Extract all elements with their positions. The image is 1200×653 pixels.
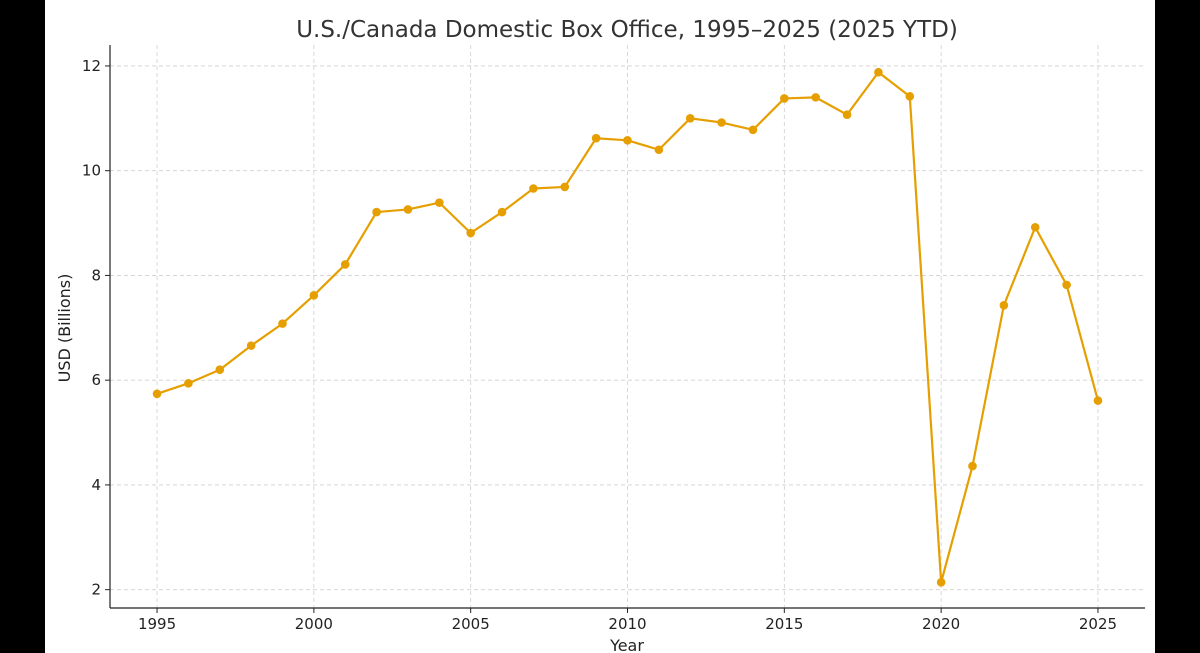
data-point	[1030, 222, 1040, 232]
data-point	[591, 133, 601, 143]
data-point	[968, 461, 977, 471]
x-tick-label: 2015	[765, 615, 803, 633]
data-point	[184, 379, 193, 388]
x-tick-label: 1995	[138, 615, 176, 633]
grid	[110, 45, 1145, 608]
data-point	[936, 578, 946, 587]
data-point	[309, 291, 319, 300]
data-point	[152, 389, 162, 399]
figure-background	[45, 0, 1155, 653]
data-point	[246, 341, 256, 350]
x-tick-label: 2005	[452, 615, 490, 633]
x-tick-label: 2025	[1079, 615, 1117, 633]
series	[152, 67, 1103, 587]
y-tick-label: 2	[91, 581, 101, 599]
data-point	[999, 300, 1009, 310]
data-point	[780, 94, 789, 103]
y-tick-label: 8	[91, 266, 101, 284]
data-point	[278, 319, 287, 328]
data-point	[529, 184, 538, 193]
data-point	[497, 207, 507, 217]
y-tick-label: 10	[82, 162, 101, 180]
tick-labels: 1995 2000 2005 2010 2015 2020 2025 2 4 6 8 10 12	[82, 57, 1117, 633]
data-point	[372, 207, 381, 217]
data-point	[403, 205, 413, 214]
axes	[105, 45, 1145, 613]
data-point	[623, 136, 632, 145]
x-tick-label: 2000	[295, 615, 333, 633]
data-point	[340, 260, 350, 269]
data-point	[435, 198, 444, 207]
data-point	[748, 125, 758, 135]
data-point	[215, 365, 225, 375]
data-point	[717, 118, 726, 127]
y-tick-label: 12	[82, 57, 101, 75]
x-axis-label: Year	[609, 636, 644, 653]
data-point	[654, 145, 664, 155]
chart-title: U.S./Canada Domestic Box Office, 1995–20…	[296, 17, 958, 43]
y-tick-label: 4	[91, 476, 101, 494]
data-point	[466, 228, 475, 238]
data-point	[685, 114, 695, 123]
y-tick-label: 6	[91, 371, 101, 389]
data-point	[842, 110, 852, 119]
y-axis-label: USD (Billions)	[55, 274, 74, 383]
data-point	[874, 67, 883, 77]
data-point	[560, 182, 570, 192]
data-point	[1093, 396, 1103, 405]
data-point	[811, 93, 820, 102]
x-tick-label: 2020	[922, 615, 960, 633]
data-point	[905, 92, 915, 101]
data-point	[1062, 280, 1071, 290]
x-tick-label: 2010	[608, 615, 646, 633]
